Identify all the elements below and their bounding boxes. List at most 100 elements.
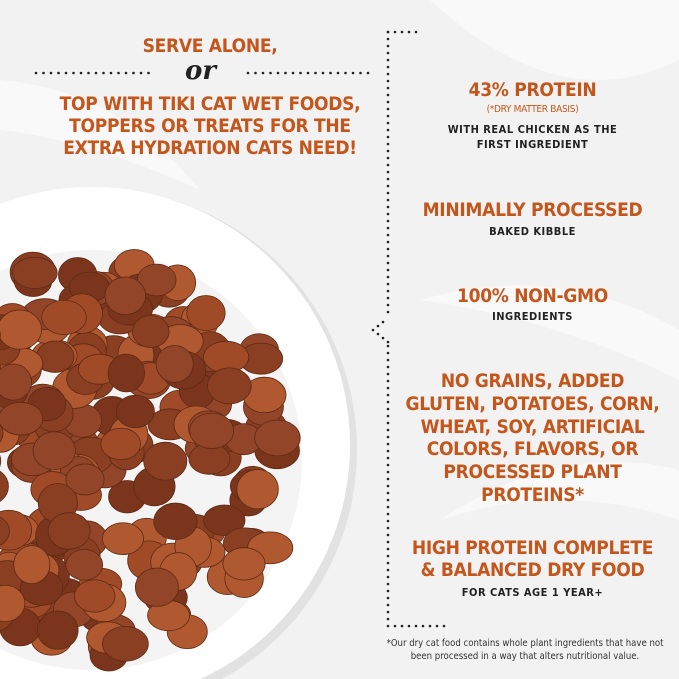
divider-dot	[386, 512, 390, 516]
divider-dot	[376, 324, 380, 328]
kibble-piece	[0, 584, 26, 623]
divider-dot	[386, 533, 390, 537]
divider-dot	[386, 44, 390, 48]
divider-dot	[109, 71, 113, 75]
divider-dot	[386, 449, 390, 453]
divider-dot	[393, 624, 397, 628]
or-script-text: or	[185, 56, 217, 86]
divider-dot	[42, 71, 45, 75]
divider-dot	[386, 582, 390, 586]
divider-dot	[299, 71, 302, 75]
divider-dot	[72, 71, 75, 75]
divider-dot	[386, 114, 390, 118]
divider-dot	[386, 212, 390, 216]
divider-dot	[306, 71, 310, 75]
kibble-piece	[13, 545, 51, 585]
divider-dot	[94, 71, 98, 75]
divider-dot	[139, 71, 143, 75]
divider-dot	[386, 156, 390, 160]
divider-dot	[49, 71, 53, 75]
divider-dot	[386, 184, 390, 188]
divider-dot	[407, 30, 411, 34]
divider-dot	[386, 596, 390, 600]
divider-dot	[386, 554, 390, 558]
divider-dot	[386, 351, 390, 355]
divider-dot	[386, 289, 390, 293]
divider-dot	[117, 71, 120, 75]
divider-dot	[366, 71, 370, 75]
divider-dot	[386, 365, 390, 369]
kibble-piece	[104, 276, 147, 316]
divider-dot	[386, 498, 390, 502]
feature-protein-note: (*DRY MATTER BASIS)	[486, 104, 579, 115]
divider-dot	[386, 65, 390, 69]
divider-dot	[386, 470, 390, 474]
divider-dot	[414, 624, 418, 628]
divider-dot	[386, 226, 390, 230]
divider-dot	[386, 547, 390, 551]
divider-dot	[57, 71, 60, 75]
kibble-piece	[254, 419, 301, 457]
divider-dot	[34, 71, 38, 75]
divider-dot	[386, 526, 390, 530]
divider-dot	[386, 30, 390, 34]
kibble-piece	[136, 263, 177, 297]
divider-dot	[329, 71, 332, 75]
kibble-piece	[0, 424, 4, 443]
kibble-piece	[36, 610, 79, 650]
divider-dot	[386, 72, 390, 76]
divider-dot	[276, 71, 280, 75]
dotted-divider	[34, 30, 446, 628]
divider-dot	[386, 191, 390, 195]
divider-dot	[386, 135, 390, 139]
divider-dot	[386, 519, 390, 523]
kibble-piece	[132, 315, 170, 348]
divider-dot	[435, 624, 439, 628]
kibble-piece	[203, 504, 246, 536]
divider-dot	[314, 71, 317, 75]
divider-dot	[386, 268, 390, 272]
divider-dot	[386, 254, 390, 258]
divider-dot	[421, 624, 425, 628]
divider-dot	[386, 428, 390, 432]
divider-dot	[386, 79, 390, 83]
divider-dot	[386, 261, 390, 265]
kibble-piece	[115, 394, 155, 429]
kibble-piece	[134, 567, 179, 607]
divider-dot	[386, 37, 390, 41]
divider-dot	[407, 624, 411, 628]
divider-dot	[386, 310, 390, 314]
divider-dot	[386, 177, 390, 181]
kibble-piece	[153, 502, 198, 541]
divider-dot	[386, 86, 390, 90]
divider-dot	[386, 100, 390, 104]
kibble-piece	[0, 309, 42, 350]
kibble-piece	[186, 295, 226, 332]
divider-dot	[386, 477, 390, 481]
divider-dot	[386, 51, 390, 55]
divider-dot	[386, 233, 390, 237]
divider-dot	[386, 344, 390, 348]
divider-dot	[344, 71, 347, 75]
divider-dot	[321, 71, 325, 75]
kibble-piece	[73, 579, 116, 613]
divider-dot	[386, 393, 390, 397]
divider-dot	[386, 603, 390, 607]
divider-dot	[386, 568, 390, 572]
divider-dot	[386, 142, 390, 146]
feature-no-grains-title: NO GRAINS, ADDED GLUTEN, POTATOES, CORN,…	[405, 370, 660, 506]
divider-dot	[386, 240, 390, 244]
divider-dot	[386, 121, 390, 125]
divider-dot	[386, 275, 390, 279]
divider-dot	[269, 71, 272, 75]
divider-dot	[376, 332, 380, 336]
divider-dot	[386, 617, 390, 621]
divider-dot	[386, 358, 390, 362]
divider-dot	[386, 442, 390, 446]
divider-dot	[64, 71, 68, 75]
divider-dot	[147, 71, 150, 75]
divider-dot	[336, 71, 340, 75]
divider-dot	[386, 93, 390, 97]
divider-dot	[291, 71, 295, 75]
